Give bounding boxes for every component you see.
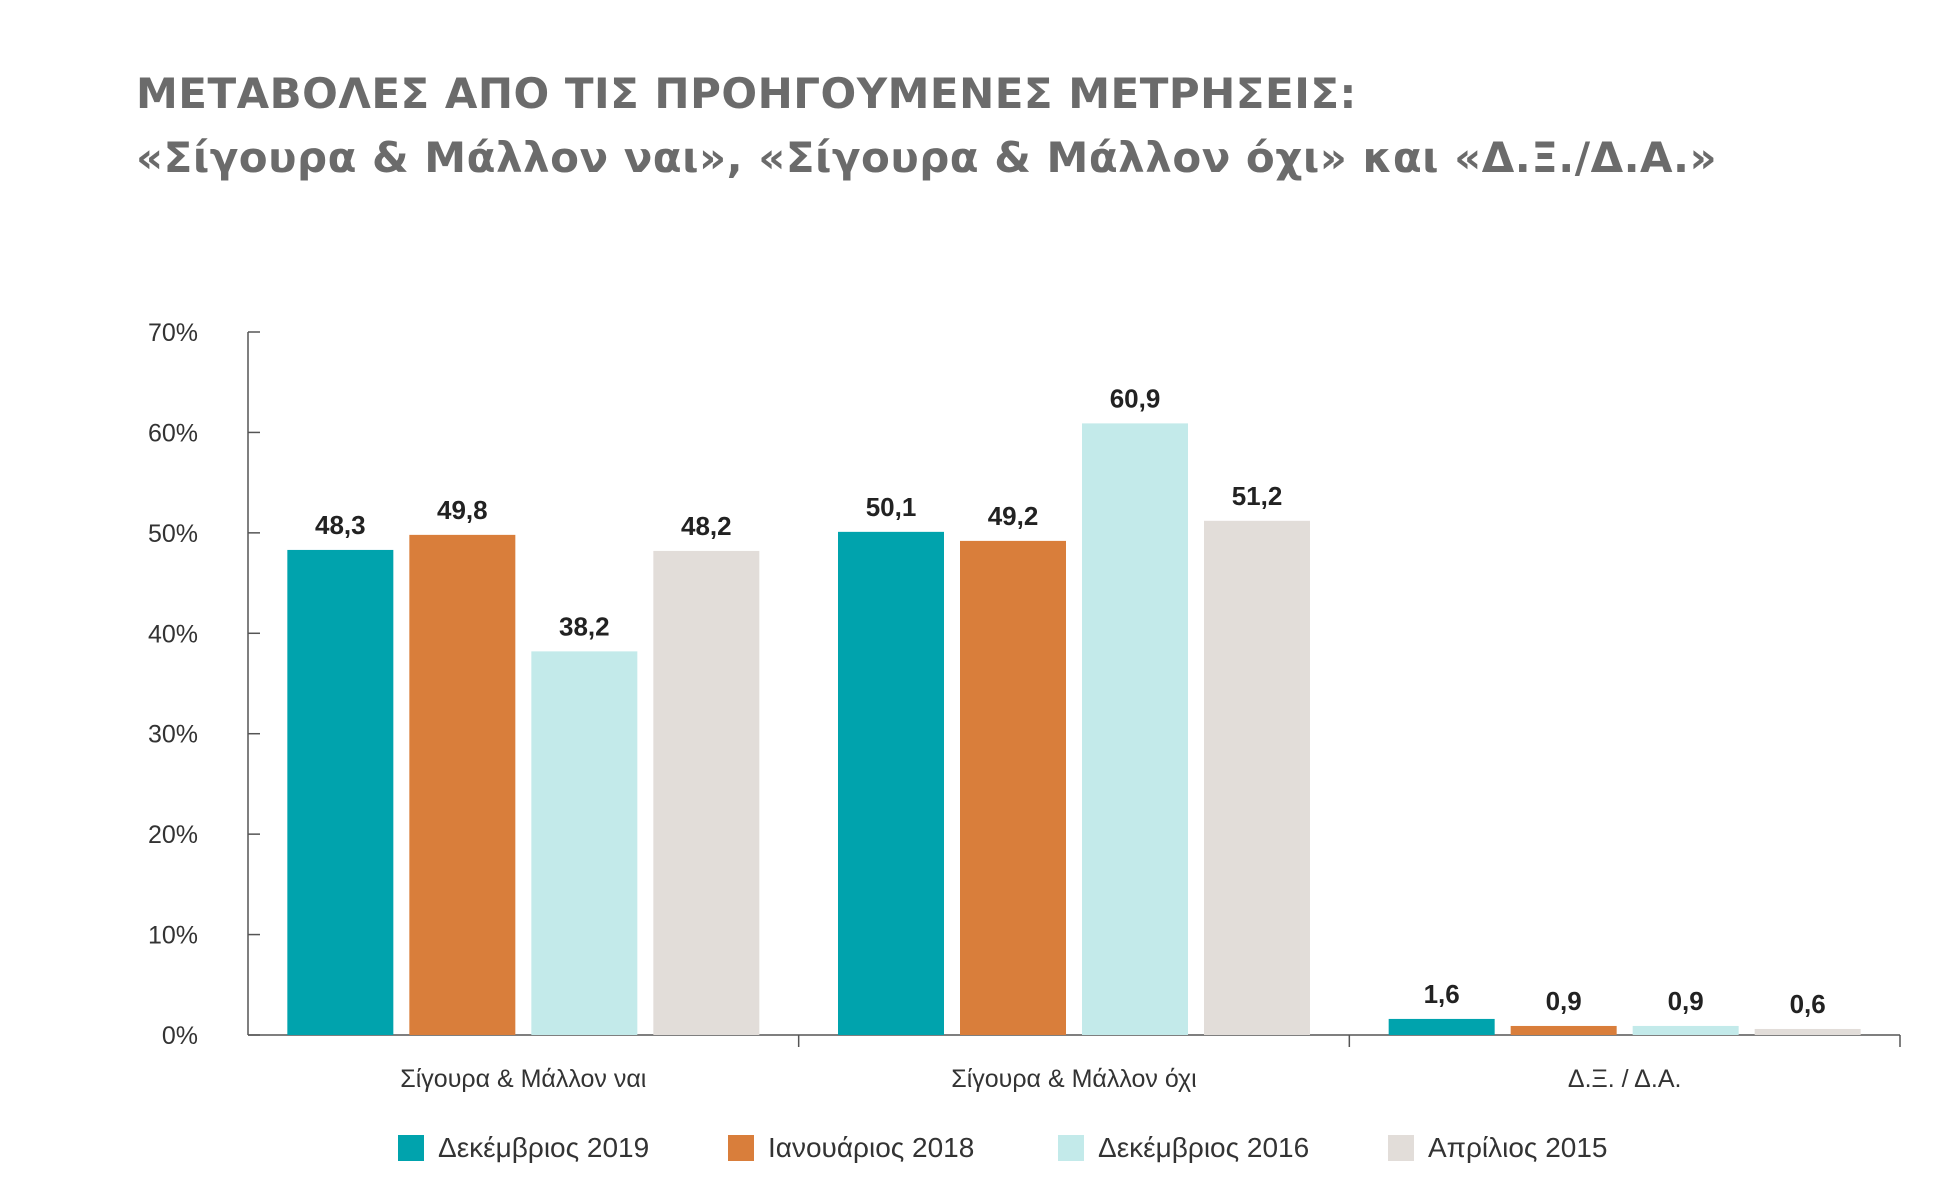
legend-label: Ιανουάριος 2018 xyxy=(768,1132,975,1163)
data-label: 51,2 xyxy=(1232,481,1283,511)
bar xyxy=(1632,1025,1739,1035)
y-tick-label: 30% xyxy=(148,721,198,749)
bar xyxy=(960,540,1066,1035)
bar xyxy=(653,550,760,1035)
y-tick-label: 20% xyxy=(148,821,198,849)
legend-swatch xyxy=(398,1135,424,1161)
data-label: 48,3 xyxy=(315,510,366,540)
y-tick-label: 60% xyxy=(148,419,198,447)
legend-swatch xyxy=(1058,1135,1084,1161)
data-label: 0,9 xyxy=(1668,986,1704,1016)
legend-label: Δεκέμβριος 2016 xyxy=(1098,1132,1310,1163)
bar xyxy=(531,651,638,1035)
legend-swatch xyxy=(728,1135,754,1161)
data-label: 49,8 xyxy=(437,495,488,525)
legend-swatch xyxy=(1388,1135,1414,1161)
bar xyxy=(1204,520,1310,1035)
y-tick-label: 40% xyxy=(148,620,198,648)
bar xyxy=(409,534,516,1035)
legend: Δεκέμβριος 2019 Ιανουάριος 2018 Δεκέμβριος… xyxy=(0,1132,1936,1172)
legend-label: Δεκέμβριος 2019 xyxy=(438,1132,650,1163)
y-tick-label: 0% xyxy=(162,1022,198,1050)
data-label: 0,9 xyxy=(1546,986,1582,1016)
legend-item: Απρίλιος 2015 xyxy=(1388,1132,1608,1164)
y-tick-label: 70% xyxy=(148,319,198,347)
legend-item: Δεκέμβριος 2016 xyxy=(1058,1132,1309,1164)
title-line-2: «Σίγουρα & Μάλλον ναι», «Σίγουρα & Μάλλο… xyxy=(136,133,1718,182)
data-label: 60,9 xyxy=(1110,383,1161,413)
chart-title: ΜΕΤΑΒΟΛΕΣ ΑΠΟ ΤΙΣ ΠΡΟΗΓΟΥΜΕΝΕΣ ΜΕΤΡΗΣΕΙΣ… xyxy=(136,62,1717,190)
y-tick-label: 10% xyxy=(148,922,198,950)
data-label: 49,2 xyxy=(988,501,1039,531)
data-label: 38,2 xyxy=(559,611,610,641)
bar xyxy=(1082,423,1188,1035)
x-category-label: Δ.Ξ. / Δ.Α. xyxy=(1568,1065,1682,1093)
data-label: 48,2 xyxy=(681,511,732,541)
bar xyxy=(838,531,944,1035)
data-label: 0,6 xyxy=(1790,989,1826,1019)
title-line-1: ΜΕΤΑΒΟΛΕΣ ΑΠΟ ΤΙΣ ΠΡΟΗΓΟΥΜΕΝΕΣ ΜΕΤΡΗΣΕΙΣ… xyxy=(136,69,1357,118)
legend-label: Απρίλιος 2015 xyxy=(1428,1132,1608,1163)
bar xyxy=(1388,1018,1495,1035)
legend-item: Ιανουάριος 2018 xyxy=(728,1132,974,1164)
bar-chart: 0% 10% 20% 30% 40% 50% 60% 70% 48,3 49,8 38,2 48,2 Σ… xyxy=(148,319,1901,1093)
bar xyxy=(287,549,394,1035)
legend-item: Δεκέμβριος 2019 xyxy=(398,1132,649,1164)
x-category-label: Σίγουρα & Μάλλον όχι xyxy=(951,1065,1196,1093)
y-tick-label: 50% xyxy=(148,520,198,548)
data-label: 50,1 xyxy=(866,492,917,522)
bar xyxy=(1510,1025,1617,1035)
bar xyxy=(1754,1028,1861,1035)
data-label: 1,6 xyxy=(1424,979,1460,1009)
x-category-label: Σίγουρα & Μάλλον ναι xyxy=(400,1065,646,1093)
